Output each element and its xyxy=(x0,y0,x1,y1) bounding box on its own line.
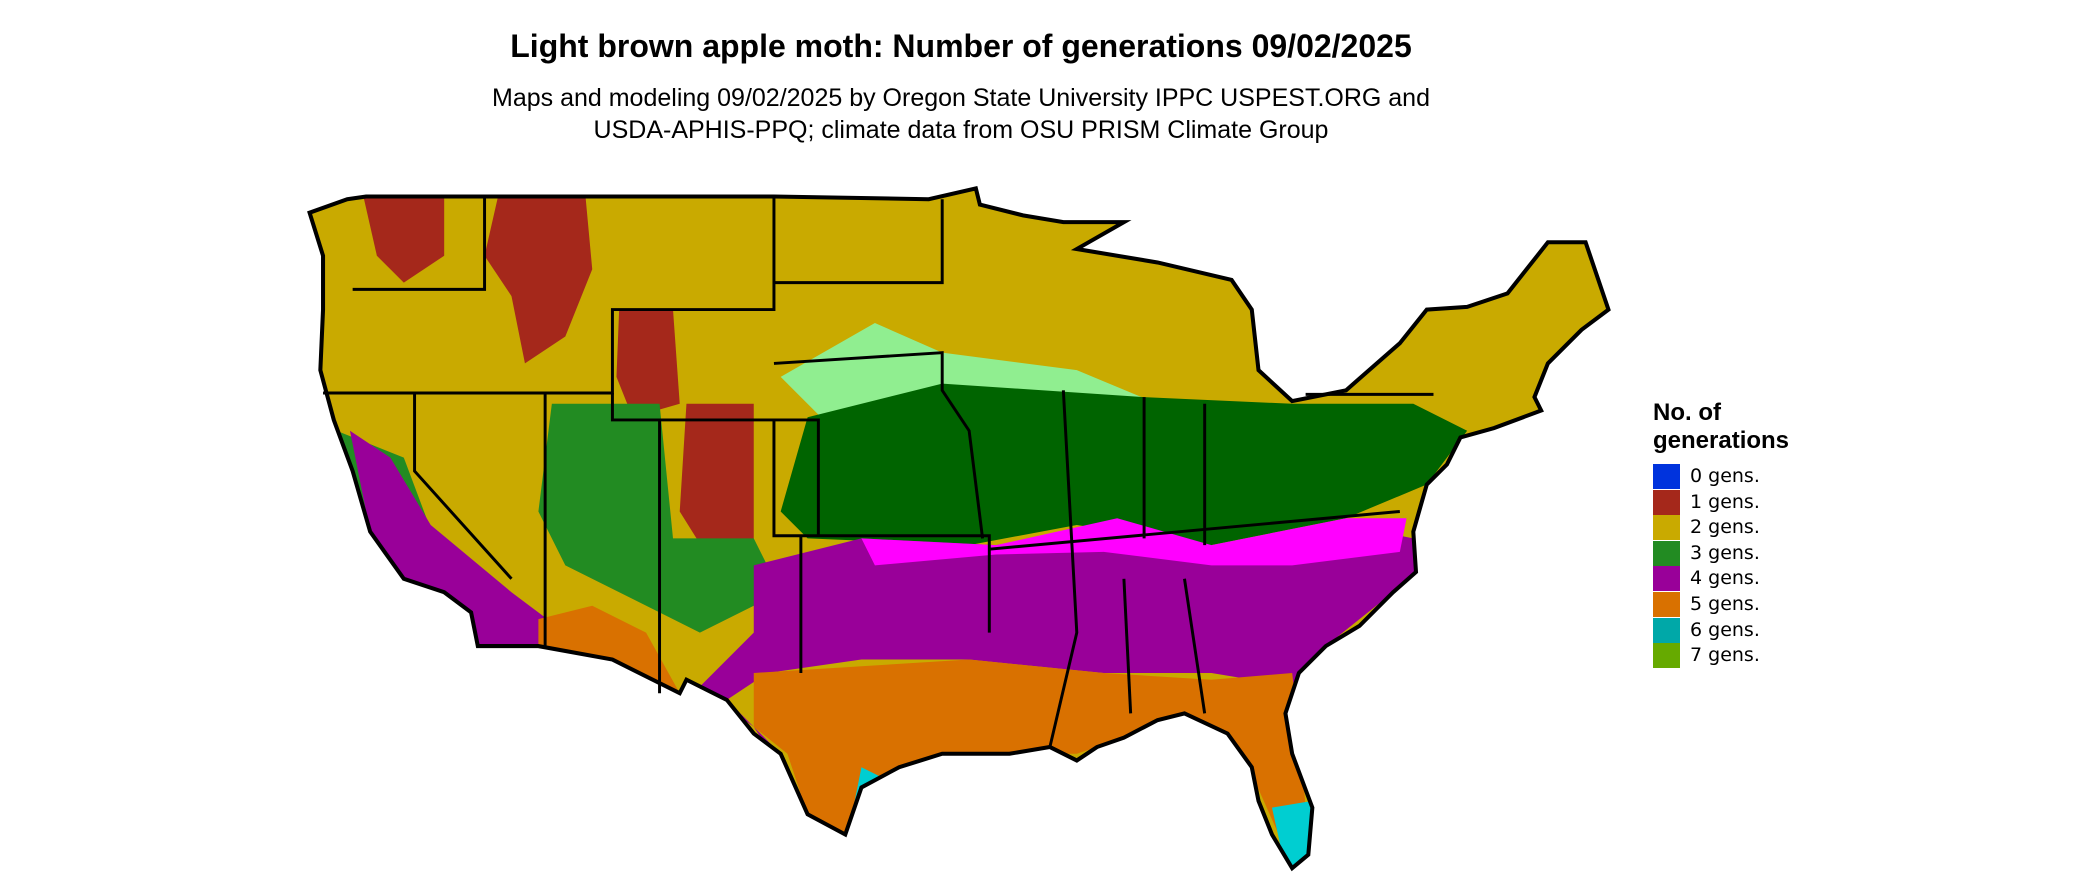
subtitle: Maps and modeling 09/02/2025 by Oregon S… xyxy=(492,84,1430,112)
legend-swatch xyxy=(1653,592,1680,617)
legend-label: 3 gens. xyxy=(1690,541,1760,564)
legend-title: No. of xyxy=(1653,399,1721,426)
legend-label: 5 gens. xyxy=(1690,593,1760,615)
legend-label: 1 gens. xyxy=(1690,490,1760,513)
legend-title: generations xyxy=(1653,427,1790,454)
title: Light brown apple moth: Number of genera… xyxy=(510,28,1412,64)
legend-label: 4 gens. xyxy=(1690,567,1760,590)
legend-swatch xyxy=(1653,643,1680,669)
subtitle: USDA-APHIS-PPQ; climate data from OSU PR… xyxy=(593,116,1329,144)
legend-swatch xyxy=(1653,566,1680,592)
legend-label: 0 gens. xyxy=(1690,465,1760,487)
legend-label: 2 gens. xyxy=(1690,516,1760,539)
legend-label: 6 gens. xyxy=(1690,618,1760,641)
map-body xyxy=(296,175,1629,888)
legend-swatch xyxy=(1653,515,1680,541)
legend-swatch xyxy=(1653,464,1680,489)
legend-swatch xyxy=(1653,540,1680,566)
legend-swatch xyxy=(1653,617,1680,643)
legend-label: 7 gens. xyxy=(1690,644,1760,667)
legend-swatch xyxy=(1653,489,1680,515)
